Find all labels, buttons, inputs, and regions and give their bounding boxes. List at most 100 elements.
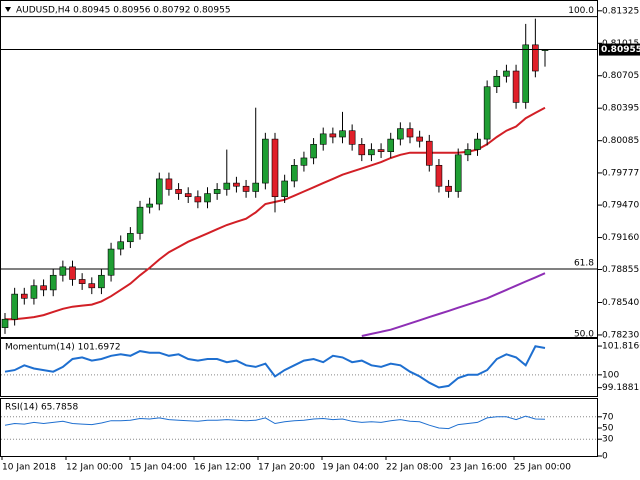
y-tick-label: 0.80705 [602,71,639,81]
y-tick-label: 0.78540 [602,298,639,308]
x-tick-label: 23 Jan 16:00 [450,463,507,473]
candle-body [493,75,501,88]
candle-body [483,86,491,140]
candle-body [512,70,520,103]
x-tick-label: 25 Jan 00:00 [514,463,571,473]
candle-body [532,44,539,72]
candle-body [194,196,202,203]
x-tick-label: 15 Jan 04:00 [130,463,187,473]
candle-body [329,133,337,138]
candle-body [464,149,472,156]
candle-body [252,182,260,192]
candle-body [30,285,38,299]
collapse-icon[interactable] [5,7,11,12]
candle-body [136,206,144,234]
candle-body [522,44,530,103]
candle-body [271,138,279,198]
candle-body [146,203,153,208]
x-tick-label: 10 Jan 2018 [2,463,56,473]
chart-title: AUDUSD,H4 0.80945 0.80956 0.80792 0.8095… [16,6,231,16]
indicator-line [4,345,546,389]
candle-body [310,144,317,159]
candle-body [358,144,366,156]
x-tick-label: 17 Jan 20:00 [258,463,315,473]
rsi-panel [0,398,598,457]
rsi-title: RSI(14) 65.7858 [5,403,78,413]
momentum-title: Momentum(14) 101.6972 [5,343,121,353]
x-tick-label: 22 Jan 08:00 [386,463,443,473]
price-label: 0.80955 [601,45,640,55]
candle-body [184,193,192,198]
y-tick-label: 0.78230 [602,330,639,340]
candle-body [165,178,173,190]
candle-body [445,185,452,192]
y-tick-label: 101.8166 [602,342,640,352]
candle-body [1,318,9,328]
candle-body [155,178,163,205]
candle-body [233,182,240,187]
candle-body [107,248,115,276]
candle-body [368,149,375,156]
candle-body [348,130,356,145]
y-tick-label: 70 [602,412,614,422]
candle-body [454,154,462,192]
main-plot [0,16,598,337]
candle-body [78,279,86,284]
candle-body [435,164,443,187]
candle-body [213,189,221,194]
candle-body [117,241,125,250]
y-tick-label: 0.79470 [602,201,639,211]
candle-body [425,140,433,166]
y-tick-label: 0 [602,452,608,462]
candle-body [290,164,298,182]
fib-label: 100.0 [568,6,594,16]
y-tick-label: 0.79777 [602,168,639,178]
y-tick-label: 100 [602,370,619,380]
candle-body [59,266,67,276]
candle-body [223,182,231,190]
y-tick-label: 50 [602,424,614,434]
momentum-panel [0,338,598,397]
indicator-line [4,415,546,430]
main-panel [0,0,598,338]
candle-body [49,274,57,291]
y-tick-label: 30 [602,435,614,445]
y-tick-label: 0.80395 [602,104,639,114]
candle-body [11,293,18,320]
x-tick-label: 16 Jan 12:00 [194,463,251,473]
y-tick-label: 99.1881 [602,383,639,393]
candle-body [387,138,395,152]
candle-body [127,233,134,243]
fib-label: 50.0 [574,330,594,340]
price-label-box [599,43,640,56]
candle-body [40,285,47,291]
y-tick-label: 0.80085 [602,136,639,146]
candle-body [20,293,28,299]
candle-body [69,266,76,280]
candle-body [503,70,510,77]
candle-body [397,128,404,140]
fib-label: 61.8 [574,258,594,268]
candle-body [204,193,211,203]
candle-body [300,157,308,166]
candle-body [319,133,327,145]
moving-average [361,272,546,337]
candle-body [262,138,269,184]
x-tick-label: 12 Jan 00:00 [66,463,123,473]
candle-body [175,189,182,194]
candle-body [339,130,346,138]
y-tick-label: 0.78855 [602,265,639,275]
candle-body [474,138,481,150]
candle-body [406,128,414,138]
y-tick-label: 0.79160 [602,233,639,243]
y-tick-label: 0.81325 [602,6,639,16]
x-tick-label: 19 Jan 04:00 [322,463,379,473]
candle-body [281,180,288,198]
candle-body [98,274,105,289]
candle-body [377,149,385,152]
candle-body [242,185,250,192]
candle-body [88,283,96,289]
candle-body [416,136,423,142]
